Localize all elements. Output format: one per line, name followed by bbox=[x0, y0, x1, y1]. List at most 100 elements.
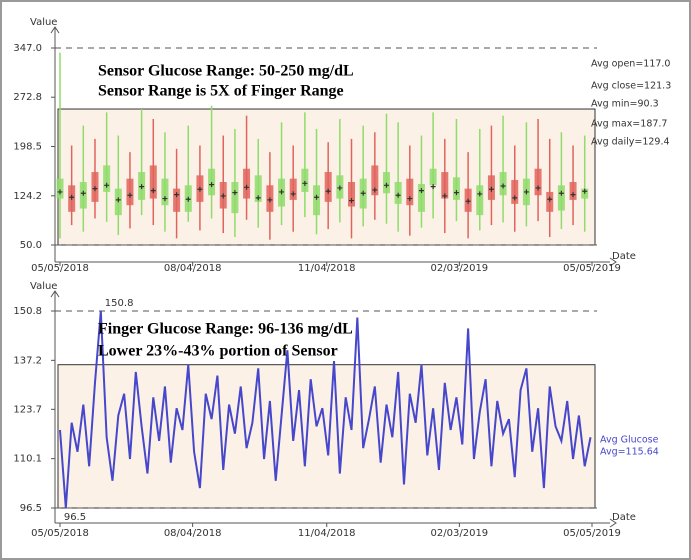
daily-marker bbox=[488, 186, 494, 192]
x-axis-arrow bbox=[609, 257, 617, 267]
daily-marker bbox=[430, 184, 436, 190]
daily-marker bbox=[244, 184, 250, 190]
candle-body bbox=[557, 185, 565, 211]
candle-body bbox=[289, 178, 297, 200]
annotation: Sensor Glucose Range: 50-250 mg/dL bbox=[98, 63, 354, 80]
x-tick-label: 11/04/2018 bbox=[298, 528, 356, 539]
glucose-line bbox=[59, 310, 592, 509]
candle-body bbox=[254, 175, 262, 202]
candle-body bbox=[382, 172, 390, 194]
daily-marker bbox=[500, 183, 506, 189]
daily-marker bbox=[162, 196, 168, 202]
candle-body bbox=[173, 188, 181, 212]
daily-marker bbox=[255, 195, 261, 201]
candle-body bbox=[534, 168, 542, 196]
daily-marker bbox=[57, 189, 63, 195]
x-tick-label: 08/04/2018 bbox=[164, 528, 222, 539]
x-tick-label: 08/04/2018 bbox=[164, 263, 222, 274]
y-tick-label: 123.7 bbox=[13, 404, 42, 415]
daily-marker bbox=[372, 187, 378, 193]
stat: Avg daily=129.4 bbox=[591, 137, 670, 148]
y-tick-label: 124.2 bbox=[13, 191, 42, 202]
stat: Avg max=187.7 bbox=[591, 119, 667, 130]
daily-marker bbox=[197, 186, 203, 192]
annotation: Sensor Range is 5X of Finger Range bbox=[98, 83, 344, 100]
stat: Avg=115.64 bbox=[600, 447, 659, 458]
annotation: Finger Glucose Range: 96-136 mg/dL bbox=[98, 321, 353, 338]
daily-marker bbox=[558, 190, 564, 196]
x-tick-label: 02/03/2019 bbox=[431, 528, 489, 539]
daily-marker bbox=[290, 191, 296, 197]
y-axis-label: Value bbox=[30, 17, 57, 28]
y-tick-label: 50.0 bbox=[20, 240, 42, 251]
daily-marker bbox=[442, 193, 448, 199]
candle-body bbox=[429, 168, 437, 186]
y-tick-label: 198.5 bbox=[13, 142, 42, 153]
y-tick-label: 110.1 bbox=[13, 454, 42, 465]
daily-marker bbox=[383, 182, 389, 188]
y-tick-label: 150.8 bbox=[13, 306, 42, 317]
y-axis-arrow bbox=[50, 290, 60, 298]
y-tick-label: 272.8 bbox=[13, 92, 42, 103]
candle-body bbox=[313, 185, 321, 216]
candle-body bbox=[231, 181, 239, 214]
daily-marker bbox=[407, 196, 413, 202]
x-tick-label: 05/05/2019 bbox=[563, 263, 621, 274]
daily-marker bbox=[325, 188, 331, 194]
daily-marker bbox=[465, 198, 471, 204]
daily-marker bbox=[360, 190, 366, 196]
daily-marker bbox=[69, 194, 75, 200]
x-tick-label: 05/05/2018 bbox=[31, 263, 89, 274]
daily-marker bbox=[279, 189, 285, 195]
daily-marker bbox=[418, 188, 424, 194]
daily-marker bbox=[104, 182, 110, 188]
stat: Avg min=90.3 bbox=[591, 99, 659, 110]
daily-marker bbox=[139, 184, 145, 190]
daily-marker bbox=[395, 192, 401, 198]
x-tick-label: 02/03/2019 bbox=[431, 263, 489, 274]
candle-body bbox=[569, 181, 577, 200]
daily-marker bbox=[477, 191, 483, 197]
candle-body bbox=[103, 165, 111, 192]
stat: Avg open=117.0 bbox=[591, 59, 670, 70]
annotation: Lower 23%-43% portion of Sensor bbox=[98, 343, 338, 360]
x-tick-label: 11/04/2018 bbox=[298, 263, 356, 274]
daily-marker bbox=[92, 186, 98, 192]
candle-body bbox=[441, 172, 449, 199]
daily-marker bbox=[314, 194, 320, 200]
candle-body bbox=[452, 177, 460, 200]
daily-marker bbox=[185, 196, 191, 202]
candle-body bbox=[406, 178, 414, 206]
x-axis-label: Date bbox=[612, 251, 636, 262]
x-tick-label: 05/05/2019 bbox=[563, 528, 621, 539]
candle-body bbox=[546, 191, 554, 212]
daily-marker bbox=[174, 192, 180, 198]
daily-marker bbox=[337, 185, 343, 191]
candle-body bbox=[56, 178, 64, 199]
x-axis-arrow bbox=[609, 518, 617, 528]
y-tick-label: 137.2 bbox=[13, 355, 42, 366]
daily-marker bbox=[547, 196, 553, 202]
x-axis-label: Date bbox=[612, 512, 636, 523]
daily-marker bbox=[150, 188, 156, 194]
candle-body bbox=[324, 172, 332, 202]
daily-marker bbox=[349, 198, 355, 204]
stat: Avg close=121.3 bbox=[591, 81, 671, 92]
candle-body bbox=[126, 178, 134, 206]
daily-marker bbox=[115, 197, 121, 203]
candle-body bbox=[243, 168, 251, 199]
candle-body bbox=[476, 185, 484, 216]
daily-marker bbox=[80, 190, 86, 196]
daily-marker bbox=[453, 190, 459, 196]
stat: Avg Glucose bbox=[600, 435, 659, 446]
daily-marker bbox=[232, 190, 238, 196]
daily-marker bbox=[220, 193, 226, 199]
daily-marker bbox=[512, 195, 518, 201]
daily-marker bbox=[267, 197, 273, 203]
x-tick-label: 05/05/2018 bbox=[31, 528, 89, 539]
daily-marker bbox=[302, 180, 308, 186]
min-label: 96.5 bbox=[64, 512, 86, 523]
daily-marker bbox=[582, 188, 588, 194]
y-axis-arrow bbox=[50, 26, 60, 34]
